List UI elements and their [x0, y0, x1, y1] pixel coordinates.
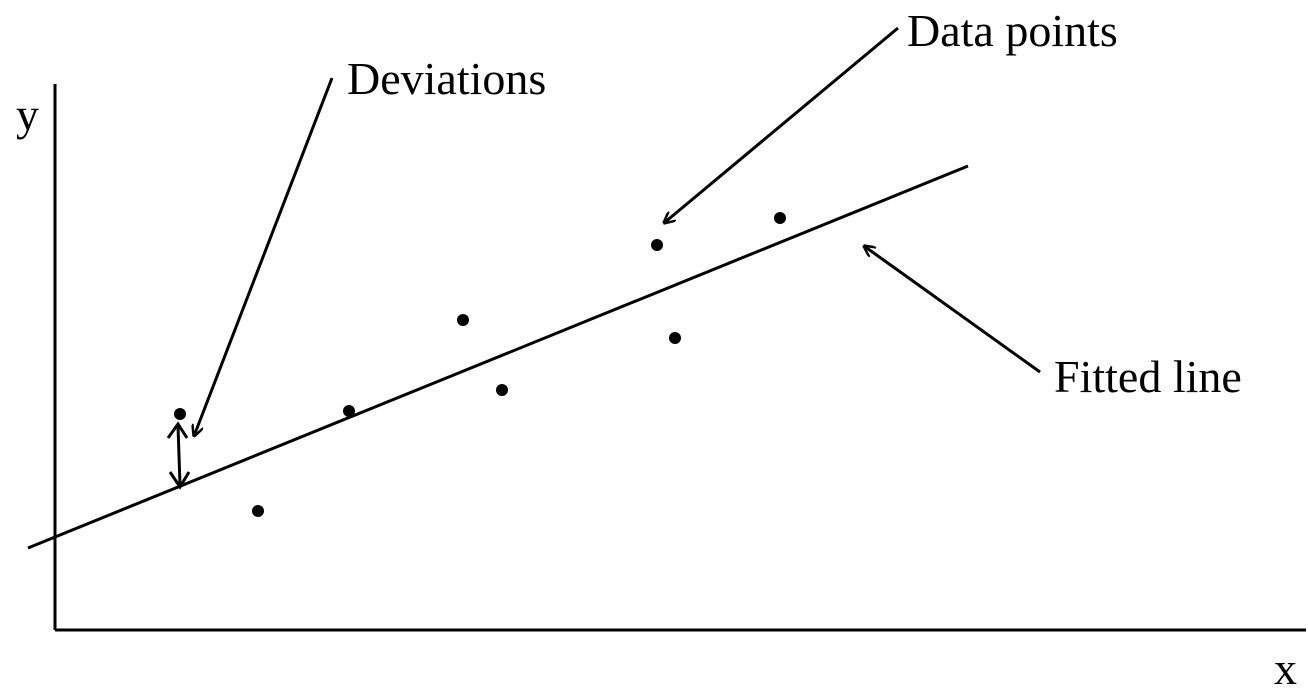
deviations-label: Deviations — [347, 53, 546, 104]
deviation-arrowhead-top — [166, 421, 189, 439]
data-point — [457, 314, 469, 326]
fitted-line — [27, 164, 969, 550]
data-points-label: Data points — [907, 5, 1118, 56]
data-point — [174, 408, 186, 420]
data-point — [343, 405, 355, 417]
data-points — [174, 212, 786, 517]
data-point — [252, 505, 264, 517]
data-points-pointer-arrow — [664, 26, 899, 223]
x-axis-label: x — [1274, 643, 1297, 688]
data-point — [774, 212, 786, 224]
deviation-arrowhead-bottom — [168, 471, 191, 490]
deviation-arrow — [176, 425, 182, 486]
data-point — [651, 239, 663, 251]
fitted-line-label: Fitted line — [1054, 351, 1242, 402]
y-axis-label: y — [16, 89, 39, 140]
data-point — [669, 332, 681, 344]
data-point — [496, 384, 508, 396]
fitted-line-pointer-arrow — [864, 246, 1041, 374]
deviations-pointer-arrow — [194, 77, 334, 436]
